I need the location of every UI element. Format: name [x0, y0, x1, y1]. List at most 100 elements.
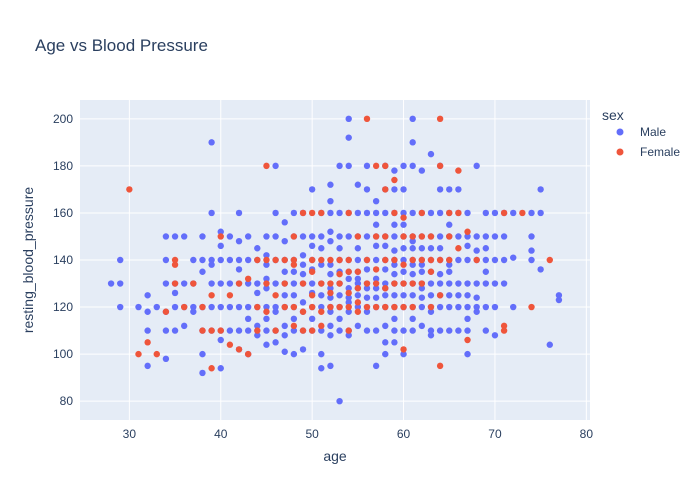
data-point-female [409, 256, 416, 264]
data-point-female [436, 115, 444, 123]
data-point-male [336, 209, 343, 217]
data-point-male [400, 268, 407, 275]
data-point-female [345, 256, 352, 264]
data-point-male [418, 303, 426, 311]
data-point-female [318, 308, 325, 315]
data-point-male [354, 245, 362, 252]
data-point-male [354, 181, 362, 188]
data-point-female [455, 209, 462, 217]
data-point-male [144, 362, 151, 370]
data-point-male [400, 327, 407, 334]
data-point-male [336, 292, 343, 299]
data-point-male [308, 315, 316, 323]
x-tick-label: 80 [580, 427, 594, 441]
data-point-male [107, 280, 115, 287]
data-point-male [254, 245, 261, 252]
data-point-male [299, 270, 307, 278]
data-point-female [427, 256, 435, 264]
data-point-male [409, 315, 416, 323]
data-point-male [473, 308, 480, 315]
data-point-male [345, 299, 352, 306]
data-point-female [318, 256, 325, 264]
data-point-male [436, 270, 444, 278]
data-point-male [162, 355, 170, 363]
data-point-male [446, 261, 453, 268]
data-point-male [244, 303, 252, 311]
data-point-male [382, 292, 389, 299]
y-tick-label: 140 [53, 253, 73, 267]
data-point-male [345, 233, 352, 240]
data-point-male [299, 299, 307, 306]
legend-item-female[interactable]: Female [640, 145, 680, 159]
data-point-male [336, 245, 343, 252]
data-point-female [400, 303, 407, 311]
data-point-male [244, 233, 252, 240]
y-tick-label: 160 [53, 206, 73, 220]
data-point-male [455, 327, 462, 334]
data-point-female [318, 280, 325, 287]
data-point-male [382, 339, 389, 346]
data-point-male [391, 186, 398, 193]
data-point-female [336, 280, 343, 287]
data-point-male [336, 315, 343, 323]
data-point-male [354, 303, 362, 311]
data-point-female [327, 256, 334, 264]
data-point-male [482, 303, 490, 311]
data-point-male [327, 209, 334, 217]
data-point-male [427, 150, 435, 158]
data-point-female [436, 362, 444, 370]
data-point-female [372, 280, 380, 287]
data-point-female [372, 303, 380, 311]
data-point-female [263, 256, 270, 264]
data-point-male [318, 245, 325, 252]
legend-item-male[interactable]: Male [640, 125, 666, 139]
data-point-male [372, 197, 380, 205]
data-point-male [482, 233, 490, 240]
data-point-female [244, 275, 252, 283]
data-point-male [372, 285, 380, 292]
data-point-male [446, 292, 453, 299]
data-point-male [409, 237, 416, 245]
data-point-male [528, 247, 535, 254]
data-point-female [391, 176, 398, 184]
data-point-male [409, 261, 416, 268]
data-point-male [400, 162, 407, 170]
data-point-male [327, 285, 334, 292]
data-point-female [327, 303, 334, 311]
data-point-male [427, 327, 435, 334]
data-point-female [171, 256, 179, 264]
data-point-male [418, 268, 426, 275]
data-point-male [436, 245, 444, 252]
data-point-female [418, 209, 426, 217]
data-point-male [235, 209, 243, 217]
data-point-male [217, 280, 224, 287]
y-tick-label: 200 [53, 112, 73, 126]
data-point-female [354, 285, 362, 292]
data-point-female [235, 346, 243, 353]
data-point-female [199, 303, 206, 311]
data-point-male [318, 365, 325, 372]
data-point-male [263, 233, 270, 240]
data-point-female [354, 299, 362, 306]
data-point-male [500, 256, 508, 264]
data-point-female [299, 327, 307, 334]
data-point-male [327, 237, 334, 245]
data-point-female [455, 245, 462, 252]
data-point-male [208, 280, 215, 287]
data-point-male [336, 162, 343, 170]
data-point-female [217, 327, 224, 334]
data-point-female [226, 341, 234, 348]
legend-marker-male [616, 128, 624, 136]
x-tick-label: 50 [305, 427, 319, 441]
data-point-female [409, 280, 416, 287]
data-point-male [473, 247, 480, 254]
data-point-male [363, 285, 371, 292]
data-point-male [464, 233, 471, 240]
data-point-male [272, 280, 279, 287]
data-point-female [345, 303, 352, 311]
data-point-male [217, 365, 224, 372]
data-point-male [427, 308, 435, 315]
data-point-male [162, 280, 170, 287]
